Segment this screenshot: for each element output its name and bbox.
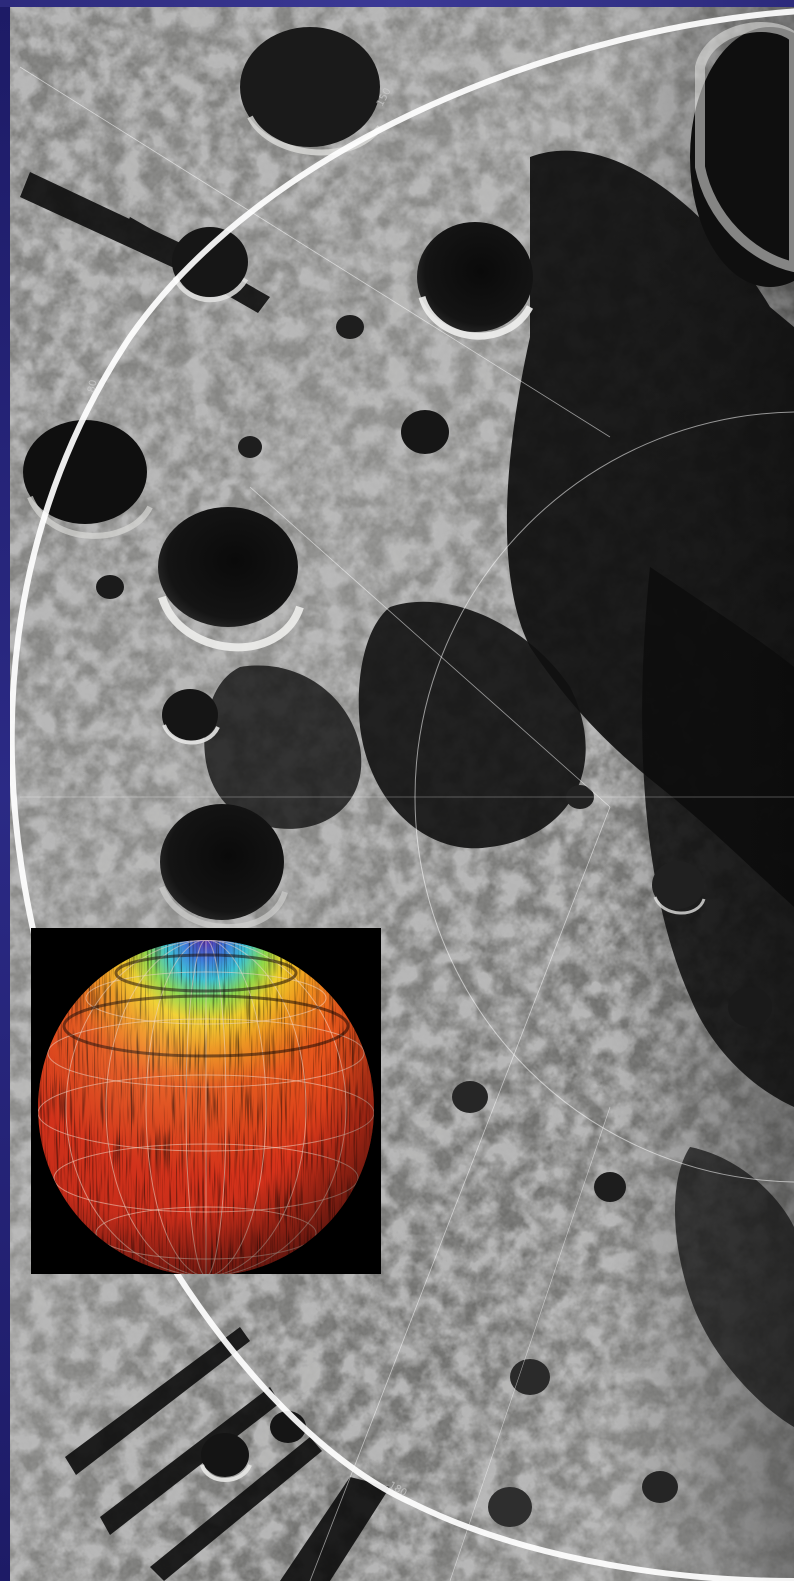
crater-field <box>23 22 794 1527</box>
left-frame-strip <box>0 7 10 1581</box>
inset-globe-panel <box>31 928 381 1274</box>
lunar-surface-image: 150 80 180 <box>10 7 794 1581</box>
top-frame-bar <box>0 0 794 7</box>
temperature-globe-image <box>38 940 374 1274</box>
grid-label-b: 80 <box>86 379 99 394</box>
